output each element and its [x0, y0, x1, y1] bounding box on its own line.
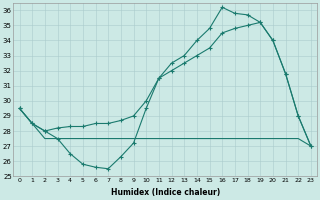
- X-axis label: Humidex (Indice chaleur): Humidex (Indice chaleur): [111, 188, 220, 197]
